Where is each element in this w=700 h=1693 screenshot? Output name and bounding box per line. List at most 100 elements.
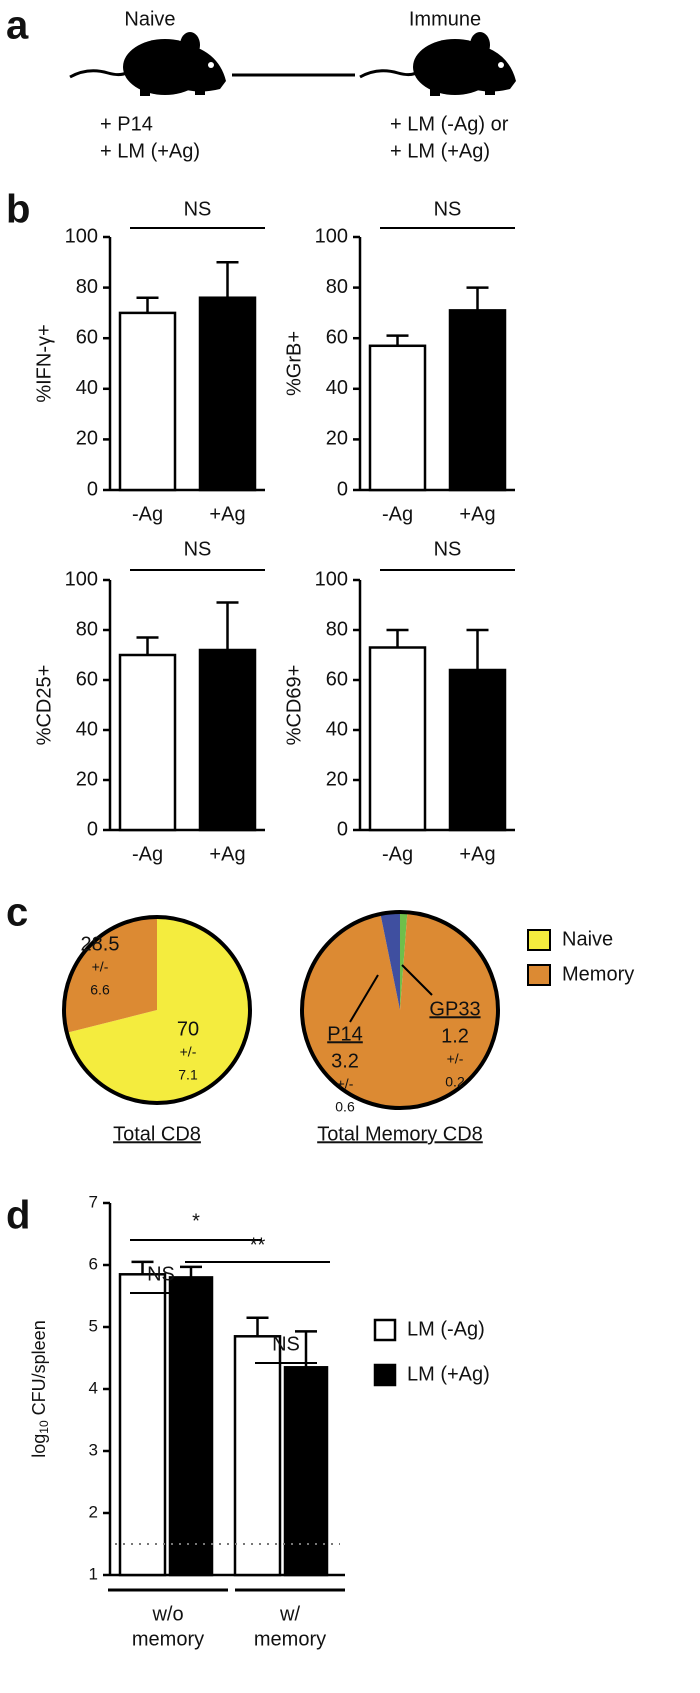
significance-label: NS (434, 538, 462, 560)
y-tick-label: 60 (326, 326, 348, 348)
y-tick-label: 0 (337, 818, 348, 840)
error-bar (136, 636, 159, 655)
y-tick-label: 80 (76, 276, 98, 298)
error-bar (246, 1316, 269, 1337)
x-tick-label: -Ag (132, 843, 163, 865)
y-tick-label: 100 (315, 225, 348, 247)
slice-value: 1.2 (441, 1025, 469, 1047)
y-axis-label-part: log (29, 1434, 49, 1458)
y-tick-label: 40 (326, 718, 348, 740)
y-tick-label: 100 (315, 568, 348, 590)
error-bar (216, 261, 239, 298)
y-tick-label: 40 (76, 718, 98, 740)
bar (118, 1273, 167, 1577)
bar (283, 1366, 329, 1577)
bar (118, 311, 177, 492)
x-tick-label: memory (132, 1628, 204, 1650)
y-tick-label: 0 (87, 818, 98, 840)
legend-swatch (373, 1363, 397, 1387)
pie-title: Total CD8 (113, 1123, 201, 1145)
bar (168, 1276, 214, 1577)
bar (198, 648, 257, 832)
x-tick-label: memory (254, 1628, 326, 1650)
significance-label: NS (147, 1263, 175, 1285)
slice-error: 0.2 (445, 1074, 465, 1090)
x-tick-label: w/ (279, 1603, 300, 1625)
slice-name: P14 (327, 1023, 363, 1045)
y-tick-label: 2 (89, 1502, 98, 1521)
panel-label: a (6, 4, 29, 48)
y-tick-label: 100 (65, 225, 98, 247)
diagram-text: + LM (-Ag) or (390, 113, 509, 135)
y-tick-label: 100 (65, 568, 98, 590)
significance-label: NS (272, 1333, 300, 1355)
error-bar (131, 1260, 154, 1275)
panel-label: c (6, 891, 28, 935)
legend-swatch (527, 964, 551, 986)
bar (448, 668, 507, 832)
error-bar (216, 601, 239, 650)
slice-value: 28.5 (81, 933, 120, 955)
diagram-text: + P14 (100, 113, 153, 135)
pie-slice (400, 911, 408, 1010)
bar (368, 646, 427, 832)
panel-label: b (6, 188, 30, 232)
pie-title: Total Memory CD8 (317, 1123, 483, 1145)
significance-label: NS (184, 198, 212, 220)
y-axis-label-part: CFU/spleen (29, 1320, 49, 1415)
leader-line (401, 964, 433, 996)
mouse-icon (358, 30, 518, 98)
y-tick-label: 40 (76, 377, 98, 399)
slice-error-sign: +/- (337, 1076, 354, 1092)
x-tick-label: -Ag (382, 843, 413, 865)
error-bar (386, 628, 409, 648)
error-bar (466, 286, 489, 311)
y-tick-label: 20 (326, 768, 348, 790)
slice-value: 3.2 (331, 1050, 359, 1072)
pie-outline (300, 910, 500, 1110)
y-tick-label: 7 (89, 1192, 98, 1211)
y-tick-label: 0 (87, 478, 98, 500)
y-tick-label: 4 (89, 1378, 98, 1397)
slice-value: 70 (177, 1018, 199, 1040)
error-bar (295, 1330, 317, 1368)
diagram-title: Naive (124, 8, 175, 30)
y-axis-label: %GrB+ (283, 331, 305, 396)
y-tick-label: 60 (76, 326, 98, 348)
legend-label: LM (-Ag) (407, 1318, 485, 1340)
legend-label: Memory (562, 963, 634, 985)
error-bar (466, 628, 489, 670)
bar (233, 1335, 282, 1577)
y-tick-label: 60 (76, 668, 98, 690)
slice-error-sign: +/- (180, 1044, 197, 1060)
diagram-text: + LM (+Ag) (100, 140, 200, 162)
y-tick-label: 5 (89, 1316, 98, 1335)
slice-error: 6.6 (90, 982, 110, 998)
y-tick-label: 80 (326, 276, 348, 298)
legend-label: LM (+Ag) (407, 1363, 490, 1385)
legend-label: Naive (562, 928, 613, 950)
panel-label: d (6, 1194, 30, 1238)
legend-swatch (373, 1318, 397, 1342)
x-tick-label: +Ag (209, 843, 245, 865)
y-tick-label: 1 (89, 1564, 98, 1583)
y-axis-label-part: 10 (37, 1420, 51, 1434)
slice-error: 7.1 (178, 1067, 198, 1083)
diagram-title: Immune (409, 8, 481, 30)
y-tick-label: 40 (326, 377, 348, 399)
x-tick-label: -Ag (382, 503, 413, 525)
pie-slice (64, 917, 157, 1033)
y-tick-label: 80 (326, 618, 348, 640)
slice-error-sign: +/- (92, 959, 109, 975)
slice-error: 0.6 (335, 1099, 355, 1115)
y-axis-label: %CD25+ (33, 665, 55, 746)
bar (448, 309, 507, 492)
x-tick-label: +Ag (459, 503, 495, 525)
x-tick-label: +Ag (209, 503, 245, 525)
legend-swatch (527, 929, 551, 951)
leader-line (349, 974, 379, 1023)
significance-label: NS (184, 538, 212, 560)
pie-slice (66, 917, 250, 1103)
